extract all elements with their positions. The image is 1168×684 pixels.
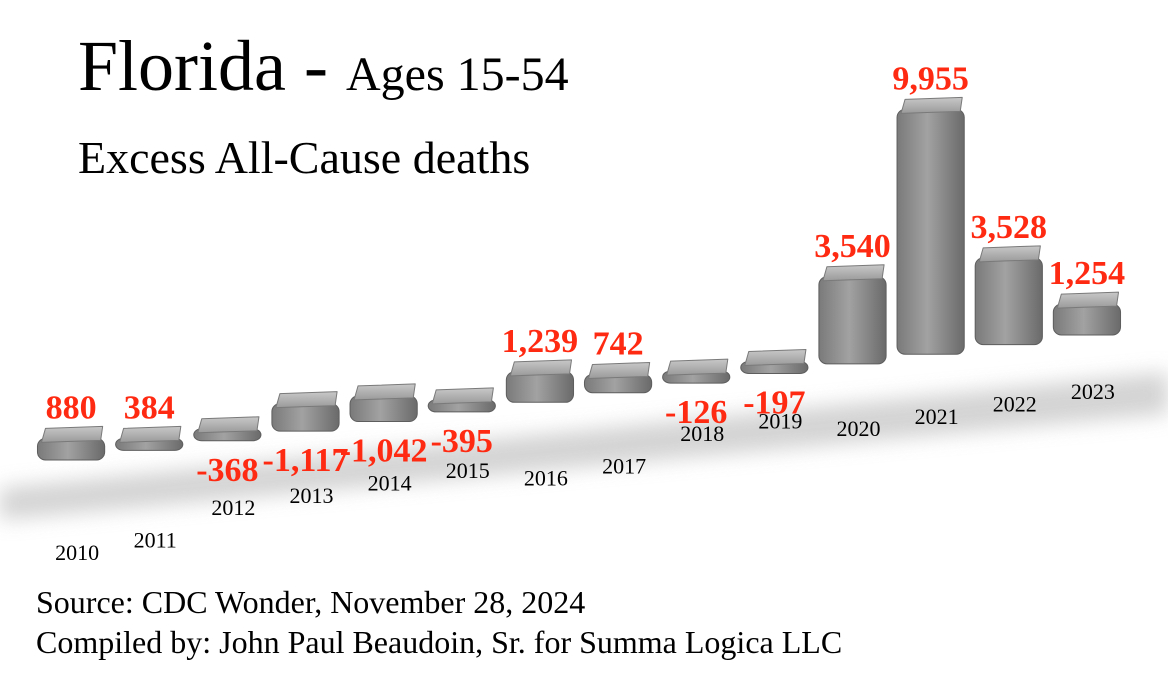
bar-2011 — [115, 425, 184, 451]
bar-2020 — [818, 264, 887, 365]
year-label-2018: 2018 — [680, 421, 724, 446]
bar-top — [40, 425, 104, 443]
bar-front — [505, 371, 575, 403]
floor-shadow — [0, 372, 1168, 520]
value-label-2011: 384 — [124, 389, 175, 426]
source-note: Source: CDC Wonder, November 28, 2024 — [36, 584, 586, 620]
year-label-2022: 2022 — [993, 391, 1037, 416]
value-labels-layer: 880 384 -368 -1,117-1,042 -395 1,239 742 -126 -1… — [46, 60, 1126, 488]
value-label-2015: -395 — [431, 423, 493, 460]
bar-top — [822, 264, 885, 282]
year-label-2015: 2015 — [446, 458, 490, 483]
bar-top — [666, 358, 729, 376]
bar-top — [431, 387, 494, 405]
year-label-2020: 2020 — [837, 416, 881, 441]
value-label-2019: -197 — [743, 384, 805, 421]
bar-top — [900, 96, 963, 114]
value-label-2022: 3,528 — [971, 209, 1048, 246]
bar-2018 — [662, 358, 731, 384]
value-label-2010: 880 — [46, 389, 97, 426]
bar-front — [896, 108, 965, 355]
year-label-2010: 2010 — [55, 540, 99, 565]
bar-front — [1052, 303, 1122, 336]
bar-2021 — [896, 96, 965, 355]
chart-title-sub: Ages 15-54 — [345, 48, 569, 101]
bar-2017 — [583, 361, 653, 394]
bar-2023 — [1052, 291, 1122, 336]
year-label-2019: 2019 — [758, 409, 802, 434]
bar-top — [197, 416, 260, 434]
bar-2022 — [974, 245, 1043, 346]
value-label-2018: -126 — [665, 394, 727, 431]
value-label-2017: 742 — [593, 325, 644, 362]
bar-top — [119, 425, 182, 443]
bar-top — [1056, 291, 1120, 309]
value-label-2021: 9,955 — [892, 60, 969, 97]
bars-layer — [36, 96, 1122, 461]
bar-2019 — [740, 348, 809, 374]
compiled-by-note: Compiled by: John Paul Beaudoin, Sr. for… — [36, 624, 843, 660]
bar-2010 — [36, 425, 106, 461]
bar-front — [818, 276, 887, 365]
year-label-2023: 2023 — [1071, 379, 1115, 404]
chart-title: Florida - Ages 15-54 — [78, 30, 569, 102]
bar-top — [587, 361, 651, 379]
bar-top — [275, 391, 338, 409]
bar-top — [509, 359, 573, 377]
value-label-2014: -1,042 — [340, 433, 428, 470]
value-label-2013: -1,117 — [263, 442, 349, 479]
year-label-2014: 2014 — [368, 470, 412, 495]
bar-top — [978, 245, 1041, 263]
value-label-2020: 3,540 — [814, 228, 891, 265]
year-label-2016: 2016 — [524, 466, 568, 491]
bar-2012 — [193, 416, 262, 442]
year-label-2013: 2013 — [290, 483, 334, 508]
year-label-2017: 2017 — [602, 453, 646, 478]
value-label-2023: 1,254 — [1049, 255, 1126, 292]
year-labels-layer: 2010 2011 2012 2013 2014 2015 2016 2017 2018 2019… — [55, 379, 1115, 565]
chart-title-main: Florida - — [78, 26, 346, 106]
bar-top — [744, 348, 807, 366]
bar-top — [353, 383, 416, 401]
bar-2013 — [271, 391, 340, 432]
year-label-2021: 2021 — [915, 404, 959, 429]
chart-subtitle: Excess All-Cause deaths — [78, 132, 531, 183]
bar-front — [974, 257, 1043, 346]
bar-2016 — [505, 359, 575, 403]
bar-2015 — [427, 387, 496, 413]
bar-2014 — [349, 383, 418, 423]
year-label-2012: 2012 — [211, 495, 255, 520]
year-label-2011: 2011 — [134, 528, 177, 553]
value-label-2016: 1,239 — [502, 323, 579, 360]
value-label-2012: -368 — [196, 452, 258, 489]
